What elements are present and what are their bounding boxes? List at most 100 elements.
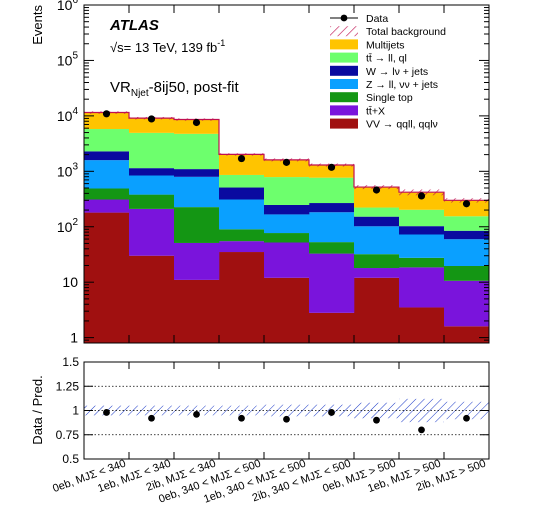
legend-label: Multijets <box>366 39 405 51</box>
legend-swatch <box>330 26 358 37</box>
stack-bar <box>444 216 489 231</box>
data-point <box>327 163 336 171</box>
stack-bar <box>444 280 489 327</box>
ratio-point <box>328 409 335 416</box>
stack-bar <box>309 203 355 213</box>
stack-bar <box>219 229 265 242</box>
ratio-point <box>148 414 155 422</box>
ratio-band-bin <box>354 402 399 419</box>
plot-annotations: ATLAS √s= 13 TeV, 139 fb-1 VRNjet-8ij50,… <box>109 17 240 99</box>
legend-data-marker <box>340 14 348 22</box>
stack-bar <box>264 277 310 343</box>
atlas-label: ATLAS <box>109 17 159 34</box>
stack-bar <box>444 230 489 240</box>
legend-label: tt̄+X <box>366 105 385 117</box>
legend-swatch <box>330 118 358 129</box>
stack-bar <box>264 214 310 234</box>
data-point <box>462 200 471 208</box>
stack-bar <box>309 312 355 343</box>
stack-bar <box>219 241 265 253</box>
stack-bar <box>84 212 130 343</box>
y-axis-label-ratio: Data / Pred. <box>30 375 45 444</box>
y-tick-label: 102 <box>57 217 79 235</box>
ratio-point <box>283 415 290 423</box>
stack-bar <box>174 242 220 280</box>
region-label: VRNjet-8ij50, post-fit <box>110 79 240 99</box>
stack-bar <box>354 254 400 269</box>
y-axis-label-events: Events <box>30 5 45 45</box>
legend-entry: Multijets <box>330 39 405 51</box>
y-tick-label: 1 <box>70 330 78 346</box>
stack-bar <box>354 216 400 227</box>
ratio-reference-lines <box>84 385 489 436</box>
stack-bar <box>174 133 220 170</box>
ratio-y-tick-label: 1.5 <box>62 355 79 369</box>
legend-entry: Single top <box>330 92 413 104</box>
ratio-y-tick-label: 0.75 <box>56 428 80 442</box>
legend-label: Data <box>366 13 388 25</box>
y-tick-label: 105 <box>57 50 79 68</box>
legend-entry: tt̄+X <box>330 105 385 117</box>
data-point <box>147 115 156 123</box>
stack-bar <box>219 154 265 175</box>
stack-bar <box>264 204 310 215</box>
stack-bar <box>219 174 265 188</box>
ratio-point <box>193 410 200 418</box>
stack-bar <box>264 160 310 178</box>
stack-bar <box>84 199 130 213</box>
legend-entry: Data <box>330 13 388 25</box>
legend-entry: W → lν + jets <box>330 65 428 78</box>
stack-bar <box>129 132 175 169</box>
stack-bar <box>399 226 445 235</box>
stack-bar <box>354 186 400 208</box>
stack-bar <box>219 187 265 200</box>
stack-bar <box>399 234 445 258</box>
legend-swatch <box>330 65 358 76</box>
data-point <box>192 118 201 127</box>
stack-bar <box>129 118 175 133</box>
stack-bar <box>399 192 445 210</box>
ratio-y-tick-label: 1.25 <box>56 379 80 393</box>
legend-entry: Z → ll, νν + jets <box>330 79 438 91</box>
stack-bar <box>399 257 445 268</box>
stack-bar <box>84 129 130 152</box>
stack-bar <box>129 208 175 256</box>
legend-swatch <box>330 105 358 116</box>
y-tick-label: 10 <box>62 274 78 290</box>
ratio-point <box>418 426 425 434</box>
main-axes: 1 10 102 103 104 105 106 <box>57 0 490 346</box>
data-point <box>102 110 111 118</box>
stack-bar <box>354 226 400 255</box>
ratio-band-bin <box>264 404 309 417</box>
legend-label: Total background <box>366 26 446 38</box>
stack-bar <box>84 188 130 200</box>
stack-bar <box>309 212 355 243</box>
stack-bar <box>444 265 489 281</box>
stack-bar <box>174 169 220 177</box>
stack-bar <box>444 200 489 217</box>
data-point <box>237 154 246 163</box>
stack-bar <box>84 112 130 130</box>
energy-lumi-label: √s= 13 TeV, 139 fb-1 <box>110 38 225 55</box>
stack-bar <box>444 326 489 343</box>
stack-bar <box>219 252 265 343</box>
stack-bar <box>84 151 130 161</box>
stack-bar <box>129 175 175 195</box>
ratio-point <box>463 414 470 422</box>
stack-bar <box>309 165 355 178</box>
legend-swatch <box>330 79 358 89</box>
stack-bar <box>84 160 130 189</box>
legend-entry: Total background <box>330 26 446 38</box>
stack-bar <box>309 177 355 204</box>
stack-bar <box>354 268 400 278</box>
stack-bar <box>219 199 265 230</box>
ratio-point <box>373 416 380 424</box>
background-stack <box>84 112 489 343</box>
stack-bar <box>129 168 175 176</box>
ratio-axes: 0.5 0.75 1 1.25 1.5 <box>56 355 490 466</box>
stack-bar <box>264 233 310 243</box>
stack-bar <box>264 242 310 278</box>
stack-bar <box>174 176 220 208</box>
